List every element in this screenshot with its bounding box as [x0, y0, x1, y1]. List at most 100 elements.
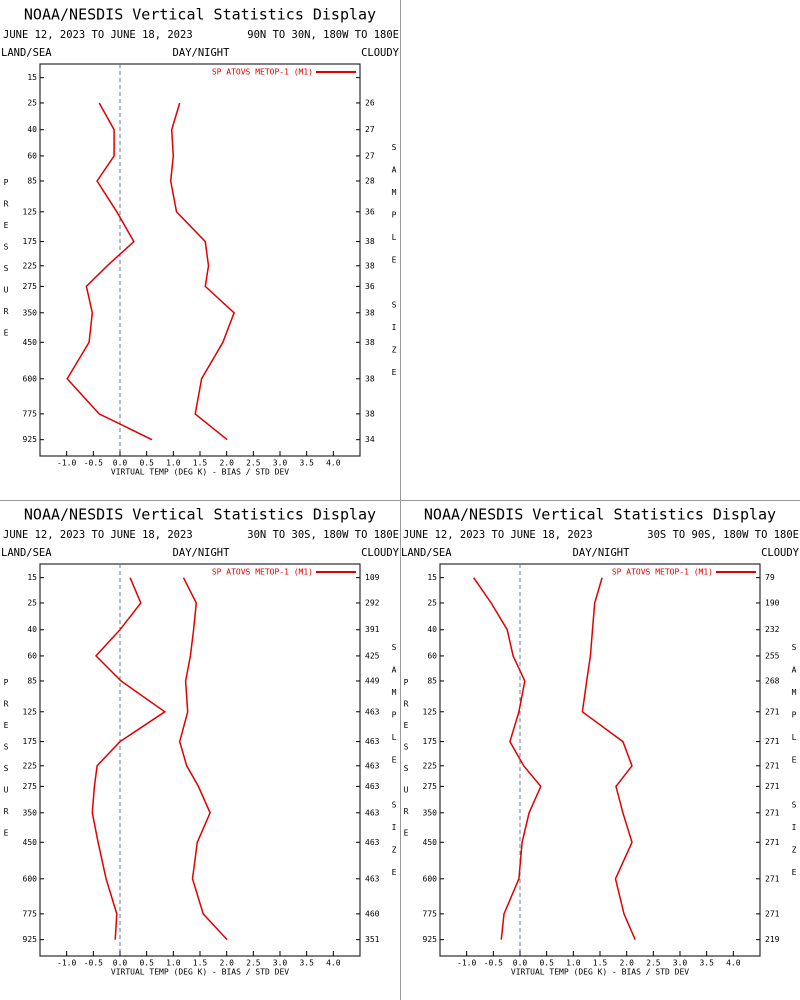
y-tick-label: 125: [23, 207, 38, 216]
x-tick-label: 1.5: [193, 959, 208, 968]
day-night: DAY/NIGHT: [173, 47, 231, 59]
x-tick-label: 2.5: [246, 959, 261, 968]
y-tick-label: 450: [23, 838, 38, 847]
y-tick-label: 275: [23, 782, 38, 791]
x-tick-label: -0.5: [84, 459, 103, 468]
sample-size-label: 463: [365, 737, 380, 746]
sample-size-label: 460: [365, 909, 380, 918]
x-axis-label: VIRTUAL TEMP (DEG K) - BIAS / STD DEV: [111, 468, 289, 477]
x-tick-label: 3.5: [299, 459, 314, 468]
y-tick-label: 15: [27, 73, 37, 82]
y-tick-label: 125: [423, 707, 438, 716]
x-tick-label: 2.5: [646, 959, 661, 968]
y-tick-label: 85: [27, 676, 37, 685]
sample-size-label: 391: [365, 625, 380, 634]
y-tick-label: 175: [23, 237, 38, 246]
sample-size-label: 463: [365, 874, 380, 883]
sample-size-label: 271: [765, 737, 780, 746]
x-tick-label: 3.0: [273, 459, 288, 468]
y-tick-label: 60: [427, 651, 437, 660]
land-sea: LAND/SEA: [401, 547, 452, 559]
y-tick-label: 775: [423, 909, 438, 918]
x-tick-label: 1.0: [166, 959, 181, 968]
legend-label: SP ATOVS METOP-1 (M1): [212, 568, 313, 577]
y-tick-label: 225: [23, 761, 38, 770]
bias-line: [91, 577, 167, 940]
sample-size-label: 255: [765, 651, 780, 660]
y-tick-label: 775: [23, 409, 38, 418]
sample-size-label: 79: [765, 573, 775, 582]
sample-size-label: 109: [365, 573, 380, 582]
sample-size-label: 28: [365, 176, 375, 185]
y-tick-label: 15: [27, 573, 37, 582]
x-tick-label: 4.0: [326, 959, 341, 968]
sample-size-label: 463: [365, 838, 380, 847]
y-tick-label: 60: [27, 151, 37, 160]
x-tick-label: -0.5: [84, 959, 103, 968]
y-tick-label: 85: [427, 676, 437, 685]
sample-size-label: 38: [365, 308, 375, 317]
sample-size-label: 463: [365, 761, 380, 770]
y-tick-label: 15: [427, 573, 437, 582]
y-tick-label: 40: [27, 125, 37, 134]
x-tick-label: 2.5: [246, 459, 261, 468]
sample-size-label: 232: [765, 625, 780, 634]
sample-size-label: 36: [365, 207, 375, 216]
std-dev-line: [178, 577, 228, 941]
sample-size-label: 38: [365, 338, 375, 347]
sample-size-label: 271: [765, 808, 780, 817]
cloudy: CLOUDY: [761, 547, 800, 559]
legend-label: SP ATOVS METOP-1 (M1): [612, 568, 713, 577]
y-tick-label: 600: [23, 374, 38, 383]
x-tick-label: 4.0: [326, 459, 341, 468]
y-tick-label: 25: [27, 98, 37, 107]
chart-title: NOAA/NESDIS Vertical Statistics Display: [424, 506, 776, 524]
y-tick-label: 85: [27, 176, 37, 185]
y-tick-label: 350: [23, 308, 38, 317]
x-tick-label: 0.0: [513, 959, 528, 968]
y-tick-label: 925: [23, 435, 38, 444]
x-tick-label: 3.0: [673, 959, 688, 968]
x-tick-label: 3.5: [699, 959, 714, 968]
y-tick-label: 275: [423, 782, 438, 791]
sample-size-label: 219: [765, 935, 780, 944]
y-tick-label: 25: [427, 598, 437, 607]
chart-panel: NOAA/NESDIS Vertical Statistics Display J…: [1, 506, 400, 977]
sample-size-label: 271: [765, 909, 780, 918]
y-tick-label: 25: [27, 598, 37, 607]
sample-size-label: 271: [765, 838, 780, 847]
x-tick-label: 1.5: [193, 459, 208, 468]
bias-line: [66, 102, 153, 441]
sample-size-label: 38: [365, 237, 375, 246]
bias-line: [472, 577, 542, 940]
region: 90N TO 30N, 180W TO 180E: [247, 29, 399, 41]
x-tick-label: 0.0: [113, 459, 128, 468]
sample-size-label: 425: [365, 651, 380, 660]
y-tick-label: 175: [423, 737, 438, 746]
x-tick-label: 2.0: [219, 959, 234, 968]
x-tick-label: 2.0: [219, 459, 234, 468]
date-range: JUNE 12, 2023 TO JUNE 18, 2023: [3, 29, 193, 41]
x-tick-label: 0.0: [113, 959, 128, 968]
y-tick-label: 600: [23, 874, 38, 883]
x-tick-label: 1.5: [593, 959, 608, 968]
sample-size-label: 271: [765, 707, 780, 716]
y-tick-label: 60: [27, 651, 37, 660]
y-tick-label: 275: [23, 282, 38, 291]
std-dev-line: [581, 577, 636, 940]
x-tick-label: -0.5: [484, 959, 503, 968]
y-tick-label: 925: [423, 935, 438, 944]
sample-size-label: 27: [365, 151, 375, 160]
x-tick-label: 0.5: [139, 459, 154, 468]
x-tick-label: -1.0: [57, 959, 76, 968]
std-dev-line: [169, 102, 235, 441]
y-tick-label: 225: [423, 761, 438, 770]
date-range: JUNE 12, 2023 TO JUNE 18, 2023: [3, 529, 193, 541]
sample-size-label: 463: [365, 707, 380, 716]
sample-size-label: 26: [365, 98, 375, 107]
date-range: JUNE 12, 2023 TO JUNE 18, 2023: [403, 529, 593, 541]
day-night: DAY/NIGHT: [573, 547, 631, 559]
